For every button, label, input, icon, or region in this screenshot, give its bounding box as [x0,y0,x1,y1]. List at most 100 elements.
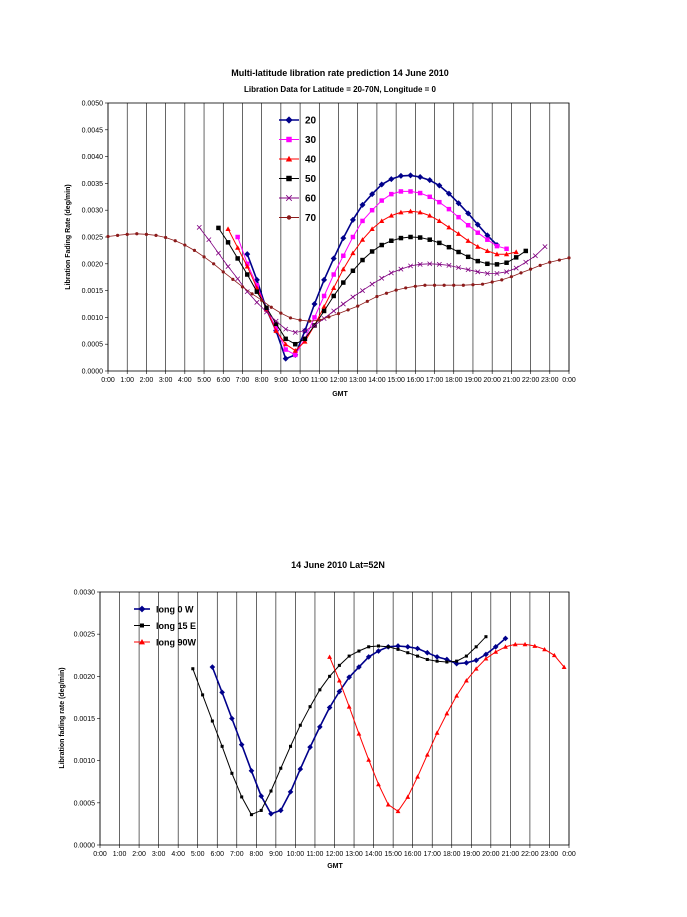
legend-label: 30 [305,135,317,146]
data-point [273,325,279,331]
data-point [283,347,288,352]
data-point [452,283,456,287]
data-point [454,693,460,698]
data-point [225,240,231,245]
data-point [225,226,231,232]
data-point [474,221,481,228]
data-point [538,263,542,268]
chart1-title: Multi-latitude libration rate prediction… [231,68,449,78]
y-tick-label: 0.0020 [74,674,96,681]
data-point [407,172,414,179]
data-point [327,654,333,659]
data-point [464,678,469,683]
data-point [375,648,382,654]
data-point [359,201,366,208]
legend-label: 20 [305,116,317,127]
data-point [386,645,390,649]
data-point [446,206,452,212]
data-point [509,275,513,279]
data-point [366,757,372,762]
y-tick-label: 0.0025 [82,235,104,242]
x-tick-label: 8:00 [255,377,269,384]
data-point [404,286,408,290]
data-point [293,341,298,347]
legend-marker [139,639,145,645]
data-point [465,254,471,260]
data-point [346,674,352,680]
data-point [407,208,414,214]
data-point [389,191,394,197]
data-point [474,645,478,649]
x-tick-label: 14:00 [368,377,386,384]
data-point [350,268,356,274]
data-point [427,237,432,242]
data-point [415,774,420,779]
data-point [269,789,273,793]
legend: long 0 W long 15 E long 90W [134,605,197,648]
data-point [331,308,337,314]
x-tick-label: 6:00 [210,851,224,858]
data-point [404,644,411,650]
data-point [475,230,481,235]
data-point [473,666,479,671]
data-point [388,212,394,218]
data-point [210,719,214,723]
data-point [378,181,385,188]
data-point [196,224,202,230]
data-point [340,301,346,307]
data-point [277,807,284,814]
x-tick-label: 3:00 [152,851,166,858]
y-tick-label: 0.0045 [82,127,104,134]
data-point [253,276,260,283]
data-point [240,795,244,799]
y-tick-label: 0.0000 [82,369,104,376]
data-point [455,231,462,236]
series-line [217,227,527,345]
data-point [493,649,499,654]
data-point [427,261,433,267]
data-point [244,251,251,258]
data-point [397,172,404,179]
data-point [202,255,206,259]
data-point [475,269,481,275]
data-point [356,731,362,736]
data-point [398,235,404,241]
data-point [542,646,547,652]
legend-marker [286,175,292,182]
data-point [417,209,423,215]
data-point [268,810,274,817]
x-tick-label: 6:00 [216,377,230,384]
data-point [356,664,362,670]
data-point [298,723,302,727]
data-point [484,270,490,276]
x-tick-label: 21:00 [503,377,521,384]
data-point [494,251,500,257]
data-point [356,304,360,308]
y-tick-label: 0.0030 [82,208,104,215]
data-point [504,269,510,275]
legend-label: 70 [305,213,317,224]
data-point [357,649,361,653]
data-point [522,641,528,647]
data-point [398,209,404,215]
legend-marker [285,155,293,162]
x-tick-label: 14:00 [365,851,383,858]
x-tick-label: 13:00 [345,851,363,858]
data-point [283,326,289,332]
data-point [283,341,289,347]
x-tick-label: 0:00 [562,851,576,858]
data-point [395,643,401,649]
chart1-subtitle: Libration Data for Latitude = 20-70N, Lo… [244,85,437,94]
data-point [336,688,343,695]
data-point [209,664,216,670]
data-point [379,242,384,248]
data-point [260,298,264,302]
data-point [144,232,149,236]
data-point [365,654,372,660]
chart1-y-axis-label: Libration Fading Rate (deg/min) [65,184,72,289]
legend-label: 50 [305,174,317,185]
data-point [273,318,279,324]
data-point [235,245,241,250]
data-point [417,261,423,267]
data-point [426,177,433,184]
